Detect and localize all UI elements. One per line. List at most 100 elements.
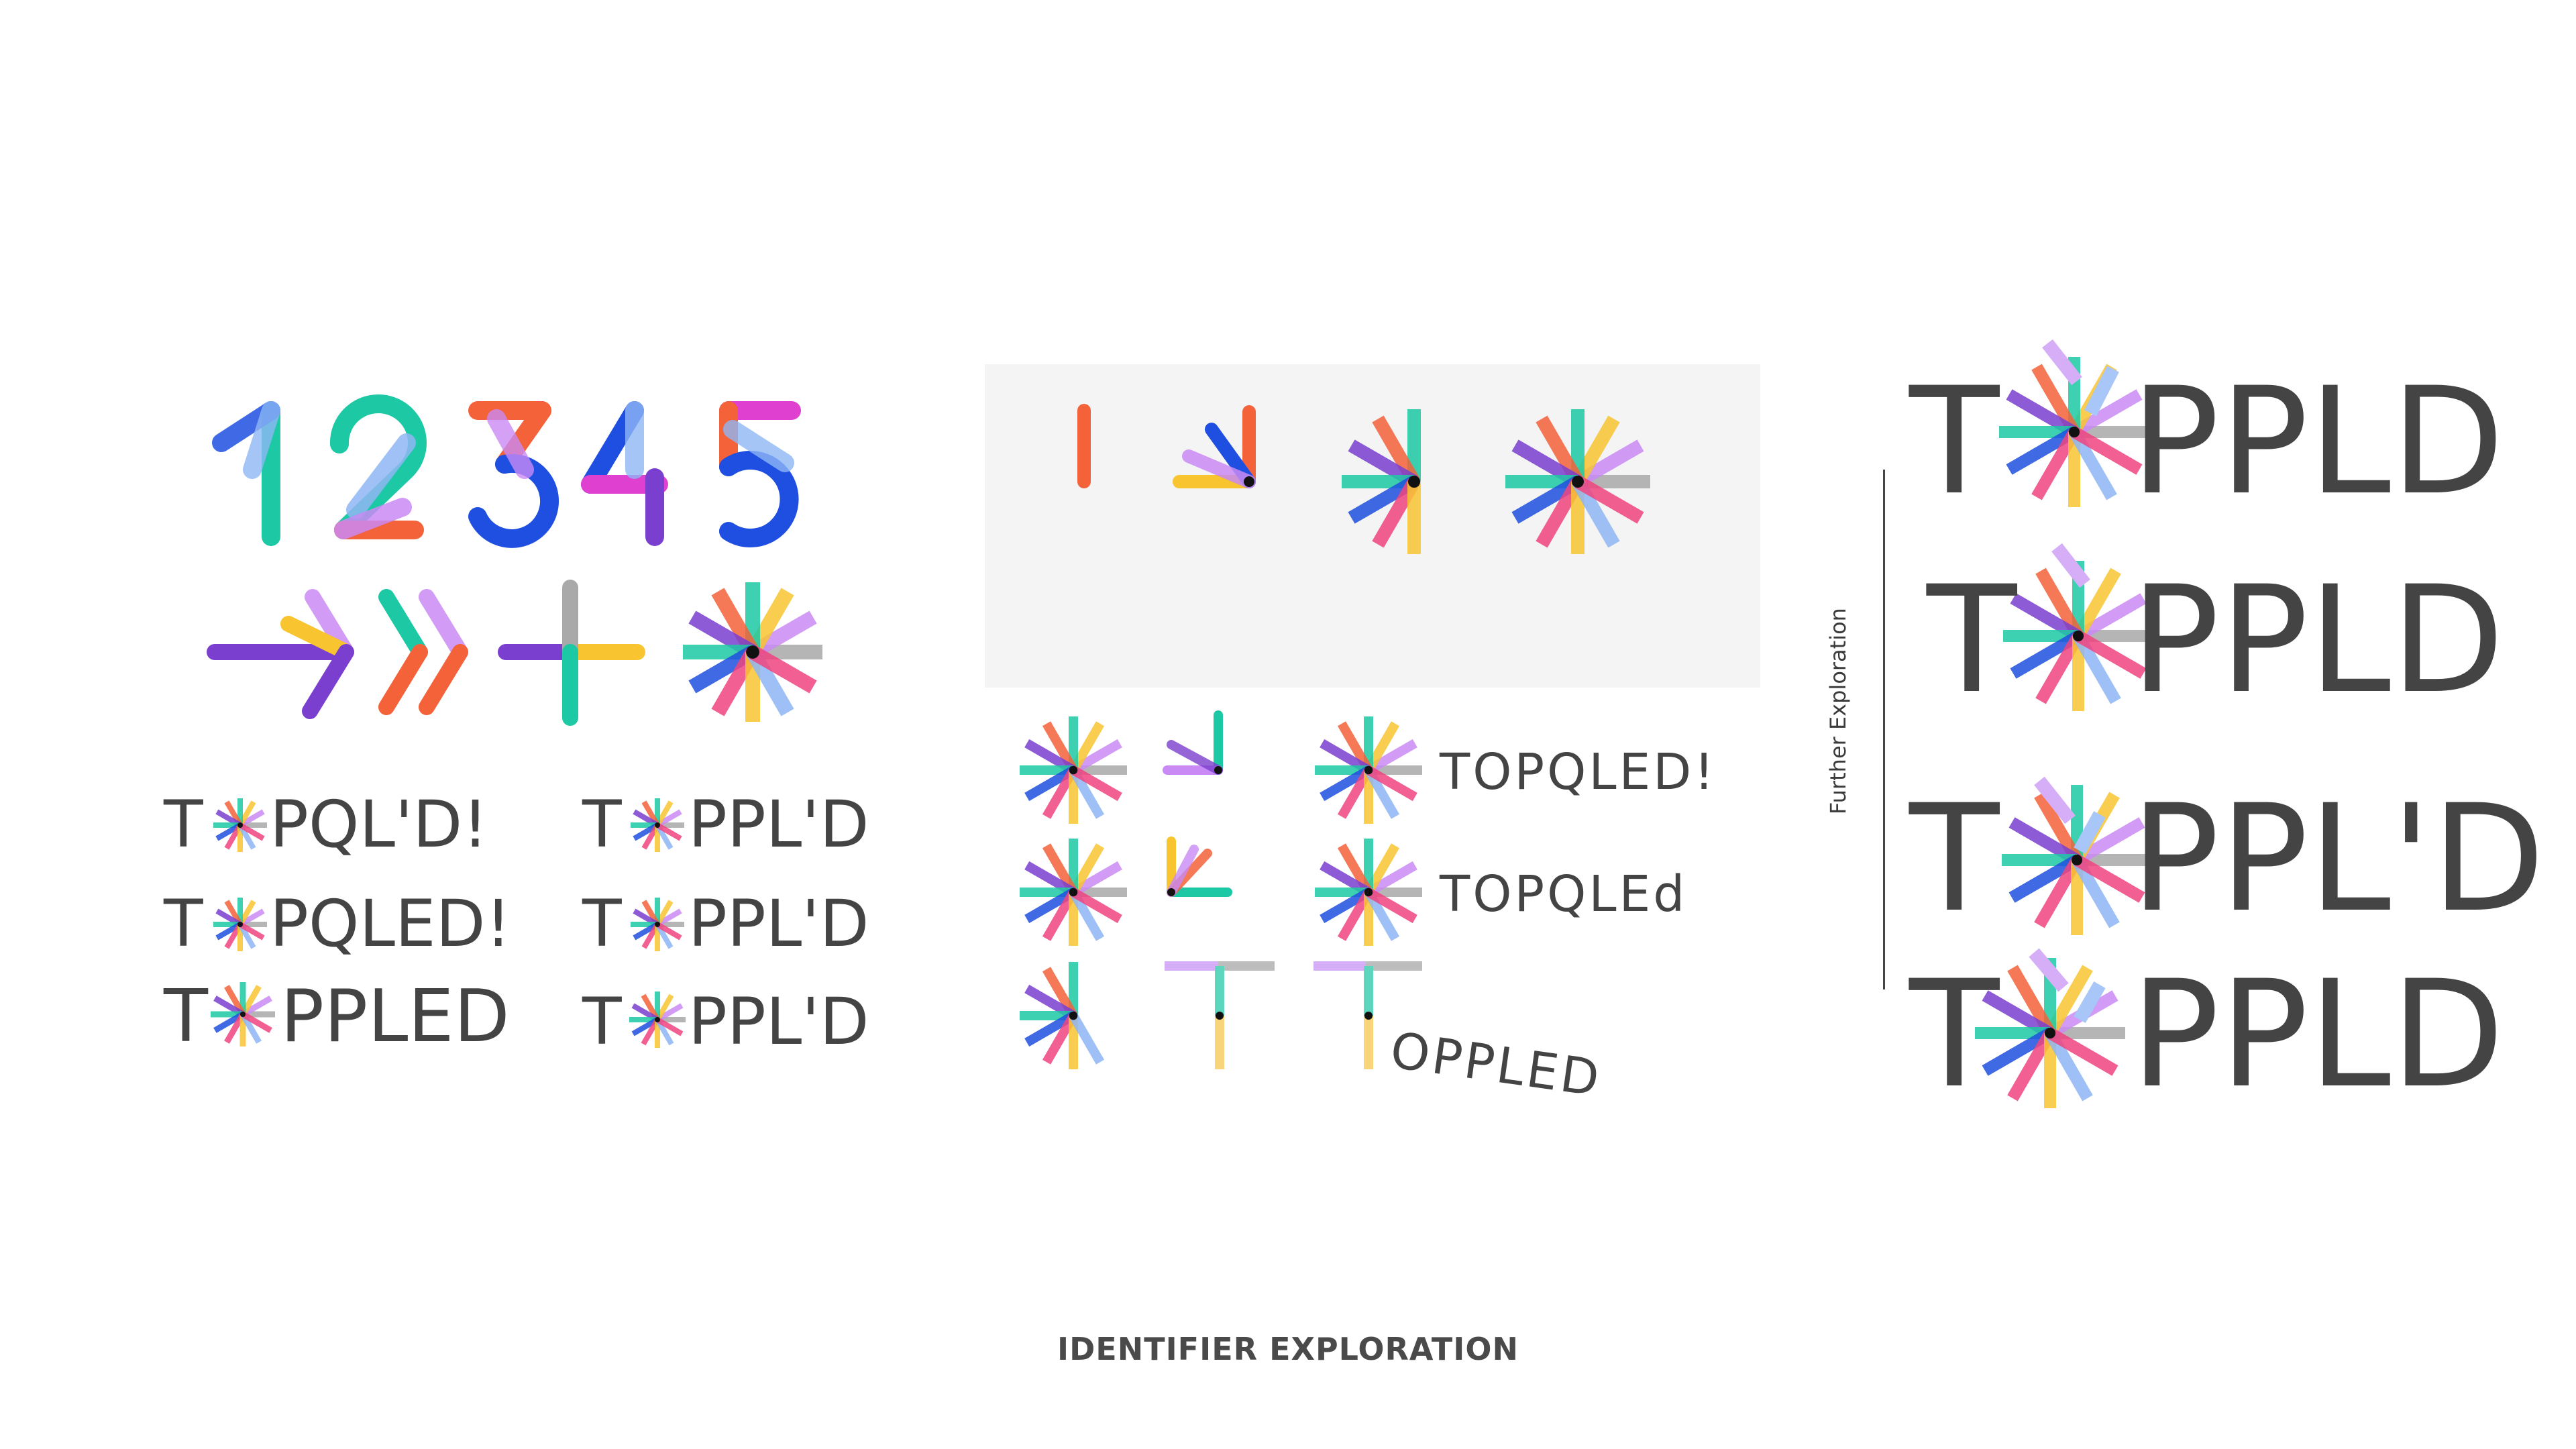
star-ray [2071,389,2143,437]
floating-dashes-1 [2042,339,2119,417]
star-center [2071,854,2083,866]
arrow-symbol [207,589,354,719]
star-center [655,1017,660,1022]
digit-four [581,401,668,546]
left-word-2-rest: PQLED! [270,886,511,961]
star-ray [2007,965,2055,1036]
center-panel-background [985,364,1760,688]
star-center [237,822,243,828]
star-ray [2035,633,2084,704]
big-wordmark-star-1 [1999,357,2149,507]
star-center [239,1011,246,1018]
star-ray [2034,857,2082,928]
star-ray [2006,427,2078,475]
big-word-4-t: T [1909,949,2000,1120]
star-ray [2031,364,2080,435]
star-ray [2010,593,2082,641]
grid-star-4 [1020,839,1127,946]
big-word-3-rest: PPL'D [2131,773,2545,945]
double-chevron-symbol [378,589,468,715]
star-ray [2006,389,2078,437]
star-ray [2008,855,2080,903]
floating-dashes-2 [2051,543,2090,588]
big-word-2-t: T [1926,554,2018,726]
wordmark-star-3 [211,982,275,1046]
digit-two [329,394,427,539]
star-ray [2008,817,2080,865]
digit-one [212,401,280,546]
big-wordmark-star-2 [2003,561,2153,711]
star-ray [1366,888,1417,924]
left-word-2-t: T [163,886,203,961]
star-ray [1982,990,2053,1038]
star-ray [2031,429,2080,500]
star-ray [2075,593,2147,641]
page-caption: IDENTIFIER EXPLORATION [1057,1331,1519,1367]
left-word-4-t: T [582,787,622,862]
big-word-1-t: T [1909,356,2000,527]
further-exploration-label: Further Exploration [1825,608,1851,814]
big-word-2-rest: PPLD [2131,554,2504,726]
progress-step-4 [1505,409,1650,554]
star-center [1069,888,1078,897]
big-wordmark-star-3 [2002,785,2152,935]
grid-tee-9 [1313,961,1422,1069]
grid-star-6 [1315,839,1422,946]
left-word-6-rest: PPL'D [688,984,869,1059]
star-ray [1071,888,1122,924]
star-ray [749,645,817,694]
left-word-5-rest: PPL'D [688,886,869,961]
star-center [655,822,660,828]
wordmark-star-5 [631,898,684,951]
star-ray [655,822,682,841]
star-ray [1574,476,1644,524]
big-word-4-rest: PPLD [2131,949,2504,1120]
digit-five [719,401,801,547]
floating-dashes-4 [2029,948,2106,1023]
starburst-symbol [683,582,822,722]
star-ray [2035,568,2084,639]
grid-partial-2 [1163,710,1223,775]
progress-step-3 [1342,409,1421,554]
left-word-1-rest: PQL'D! [270,787,488,862]
star-center [1408,476,1420,488]
grid-star-7 [1020,962,1105,1069]
star-center [1364,765,1373,775]
big-word-3-t: T [1909,773,2000,945]
grid-partial-5 [1167,837,1232,897]
star-ray [1071,765,1122,802]
star-center [2068,426,2080,438]
star-ray [1069,1013,1105,1065]
star-ray [238,922,265,941]
star-ray [656,1017,684,1036]
progress-step-2 [1173,405,1256,488]
divider-line [1883,470,1885,989]
star-ray [2073,568,2121,639]
grid-tee-8 [1165,961,1275,1069]
left-word-3-rest: PPLED [280,975,510,1059]
star-ray [2074,817,2145,865]
star-ray [2034,792,2082,863]
mid-word-toppled-curved: OPPLED [1387,1022,1605,1108]
star-ray [2010,631,2082,679]
star-center [1069,765,1078,775]
digit-three [468,401,559,548]
star-center [2044,1027,2056,1039]
star-ray [2075,631,2147,679]
left-word-6-t: T [582,984,622,1059]
star-ray [1982,1028,2053,1076]
left-word-5-t: T [582,886,622,961]
star-ray [241,1012,272,1033]
mid-word-toppled-lower: TOPQLEd [1439,865,1687,923]
left-word-1-t: T [163,787,203,862]
mid-word-toppled-exclaim: TOPQLED! [1439,743,1717,801]
star-ray [2074,855,2145,903]
star-center [746,645,759,659]
wordmark-star-6 [629,991,686,1048]
star-center [237,922,243,927]
star-ray [238,822,265,841]
star-ray [655,922,682,941]
left-word-4-rest: PPL'D [688,787,869,862]
